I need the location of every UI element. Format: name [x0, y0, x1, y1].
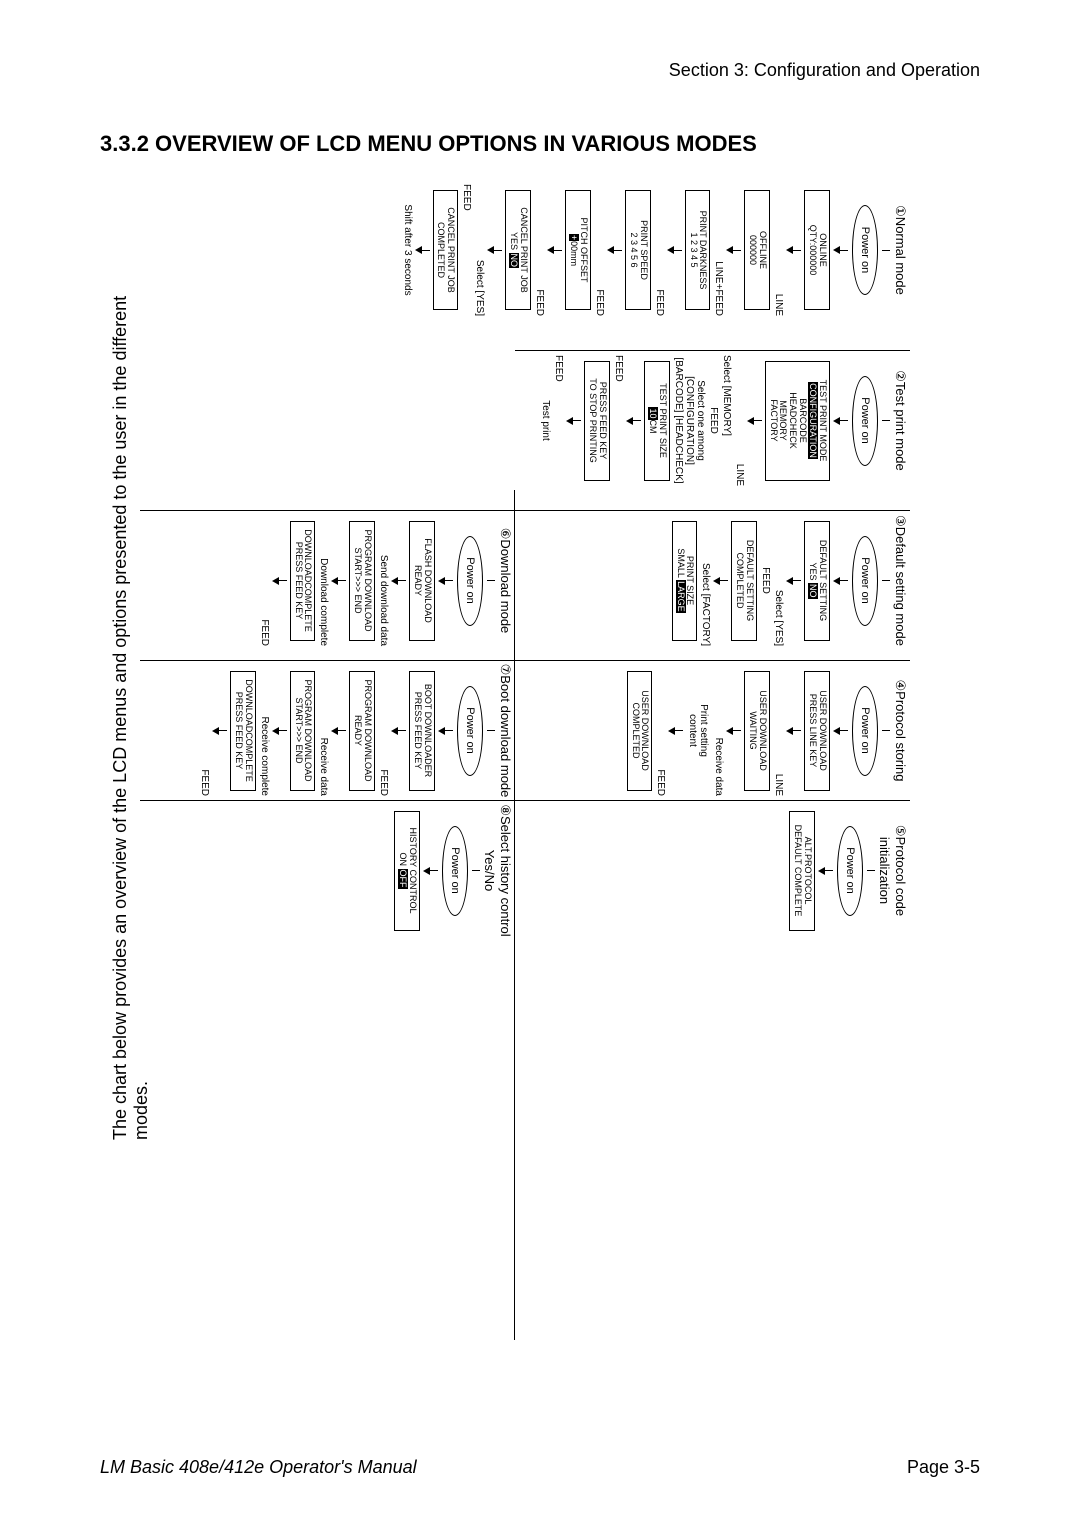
- transition-label: FEED: [553, 351, 564, 490]
- power-on-oval: Power on: [837, 826, 863, 916]
- lcd-screen-box: CANCEL PRINT JOBYES NO: [505, 190, 531, 310]
- lcd-screen-box: PROGRAM DOWNLOADSTART>>> END: [349, 521, 375, 641]
- lcd-screen-box: DOWNLOADCOMPLETEPRESS FEED KEY: [290, 521, 316, 641]
- power-on-oval: Power on: [852, 686, 878, 776]
- transition-label: LINE: [734, 351, 745, 490]
- transition-label: FEED: [708, 351, 719, 490]
- lcd-screen-box: OFFLINE000000: [744, 190, 770, 310]
- lcd-screen-box: PRINT DARKNESS1 2 3 4 5: [685, 190, 711, 310]
- transition-label: FEED: [760, 511, 771, 650]
- power-on-oval: Power on: [457, 686, 483, 776]
- transition-label: FEED: [378, 661, 389, 800]
- lcd-screen-box: USER DOWNLOADWAITING: [744, 671, 770, 791]
- mode-column-3: ③Default setting mode Power on DEFAULT SET…: [515, 510, 910, 650]
- lcd-screen-box: Print settingcontent: [685, 671, 711, 791]
- mode-column-1: ①Normal mode Power on ONLINEQTY:000000 LINE…: [140, 180, 910, 320]
- lcd-screen-box: PROGRAM DOWNLOADSTART>>> END: [290, 671, 316, 791]
- transition-label: FEED: [259, 511, 270, 650]
- power-on-oval: Power on: [852, 376, 878, 466]
- lcd-screen-box: USER DOWNLOADPRESS LINE KEY: [804, 671, 830, 791]
- mode-column-6: ⑥Download mode Power on FLASH DOWNLOADREAD…: [140, 510, 515, 650]
- mode-column-4: ④Protocol storing Power on USER DOWNLOADPR…: [515, 660, 910, 800]
- lcd-screen-box: PRINT SPEED2 3 4 5 6: [625, 190, 651, 310]
- mode-column-2: ②Test print mode Power on TEST PRINT MODEC…: [515, 350, 910, 490]
- lcd-screen-box: PRINT SIZESMALL LARGE: [672, 521, 698, 641]
- page-title: 3.3.2 OVERVIEW OF LCD MENU OPTIONS IN VA…: [100, 131, 980, 157]
- column-title: ⑤Protocol code initialization: [875, 801, 910, 940]
- lcd-menu-diagram: ①Normal mode Power on ONLINEQTY:000000 LINE…: [140, 180, 910, 1340]
- transition-label: LINE: [773, 661, 784, 800]
- lcd-screen-box: CANCEL PRINT JOBCOMPLETED: [433, 190, 459, 310]
- transition-label: Select [MEMORY]: [721, 351, 732, 490]
- lcd-screen-box: DOWNLOADCOMPLETEPRESS FEED KEY: [230, 671, 256, 791]
- lcd-screen-box: HISTORY CONTROLON OFF: [394, 811, 420, 931]
- lcd-screen-box: TEST PRINT MODECONFIGURATIONBARCODEHEADC…: [765, 361, 830, 481]
- column-title: ④Protocol storing: [890, 661, 910, 800]
- column-title: ⑧Select history control Yes/No: [480, 801, 515, 940]
- footer-page: Page 3-5: [907, 1457, 980, 1478]
- mode-column-7: ⑦Boot download mode Power on BOOT DOWNLOAD…: [140, 660, 515, 800]
- transition-label: Send download data: [378, 511, 389, 650]
- power-on-oval: Power on: [442, 826, 468, 916]
- lcd-screen-box: DEFAULT SETTINGYES NO: [804, 521, 830, 641]
- lcd-screen-box: ALT.PROTOCOLDEFAULT COMPLETE: [789, 811, 815, 931]
- column-title: ⑦Boot download mode: [495, 661, 515, 800]
- transition-label: Download complete: [318, 511, 329, 650]
- note-text: Test print: [540, 351, 551, 490]
- transition-label: Select [YES]: [773, 511, 784, 650]
- lcd-screen-box: PROGRAM DOWNLOADREADY: [349, 671, 375, 791]
- transition-label: FEED: [461, 180, 472, 320]
- column-title: ⑥Download mode: [495, 511, 515, 650]
- transition-label: FEED: [534, 180, 545, 320]
- transition-label: Receive complete: [259, 661, 270, 800]
- note-text: Shift after 3 seconds: [402, 180, 413, 320]
- transition-label: LINE+FEED: [713, 180, 724, 320]
- section-header: Section 3: Configuration and Operation: [100, 60, 980, 81]
- lcd-screen-box: TEST PRINT SIZE10CM: [644, 361, 670, 481]
- transition-label: Select [YES]: [474, 180, 485, 320]
- lcd-screen-box: FLASH DOWNLOADREADY: [409, 521, 435, 641]
- transition-label: Select [FACTORY]: [700, 511, 711, 650]
- lcd-screen-box: PRESS FEED KEYTO STOP PRINTING: [584, 361, 610, 481]
- lcd-screen-box: PITCH OFFSET+00mm: [565, 190, 591, 310]
- column-title: ③Default setting mode: [890, 511, 910, 650]
- column-title: ①Normal mode: [890, 180, 910, 320]
- power-on-oval: Power on: [852, 205, 878, 295]
- transition-label: Receive data: [713, 661, 724, 800]
- mode-column-5: ⑤Protocol code initialization Power on ALT…: [515, 800, 910, 940]
- note-text: Select one among [CONFIGURATION] [BARCOD…: [673, 351, 706, 490]
- lcd-screen-box: USER DOWNLOADCOMPLETED: [627, 671, 653, 791]
- column-title: ②Test print mode: [890, 351, 910, 490]
- transition-label: FEED: [613, 351, 624, 490]
- power-on-oval: Power on: [852, 536, 878, 626]
- mode-column-8: ⑧Select history control Yes/No Power on HI…: [140, 800, 515, 940]
- power-on-oval: Power on: [457, 536, 483, 626]
- transition-label: FEED: [655, 661, 666, 800]
- transition-label: FEED: [594, 180, 605, 320]
- lcd-screen-box: BOOT DOWNLOADERPRESS FEED KEY: [409, 671, 435, 791]
- transition-label: FEED: [654, 180, 665, 320]
- lcd-screen-box: ONLINEQTY:000000: [804, 190, 830, 310]
- lcd-screen-box: DEFAULT SETTINGCOMPLETED: [731, 521, 757, 641]
- transition-label: FEED: [199, 661, 210, 800]
- footer-manual: LM Basic 408e/412e Operator's Manual: [100, 1457, 417, 1478]
- transition-label: Receive data: [318, 661, 329, 800]
- transition-label: LINE: [773, 180, 784, 320]
